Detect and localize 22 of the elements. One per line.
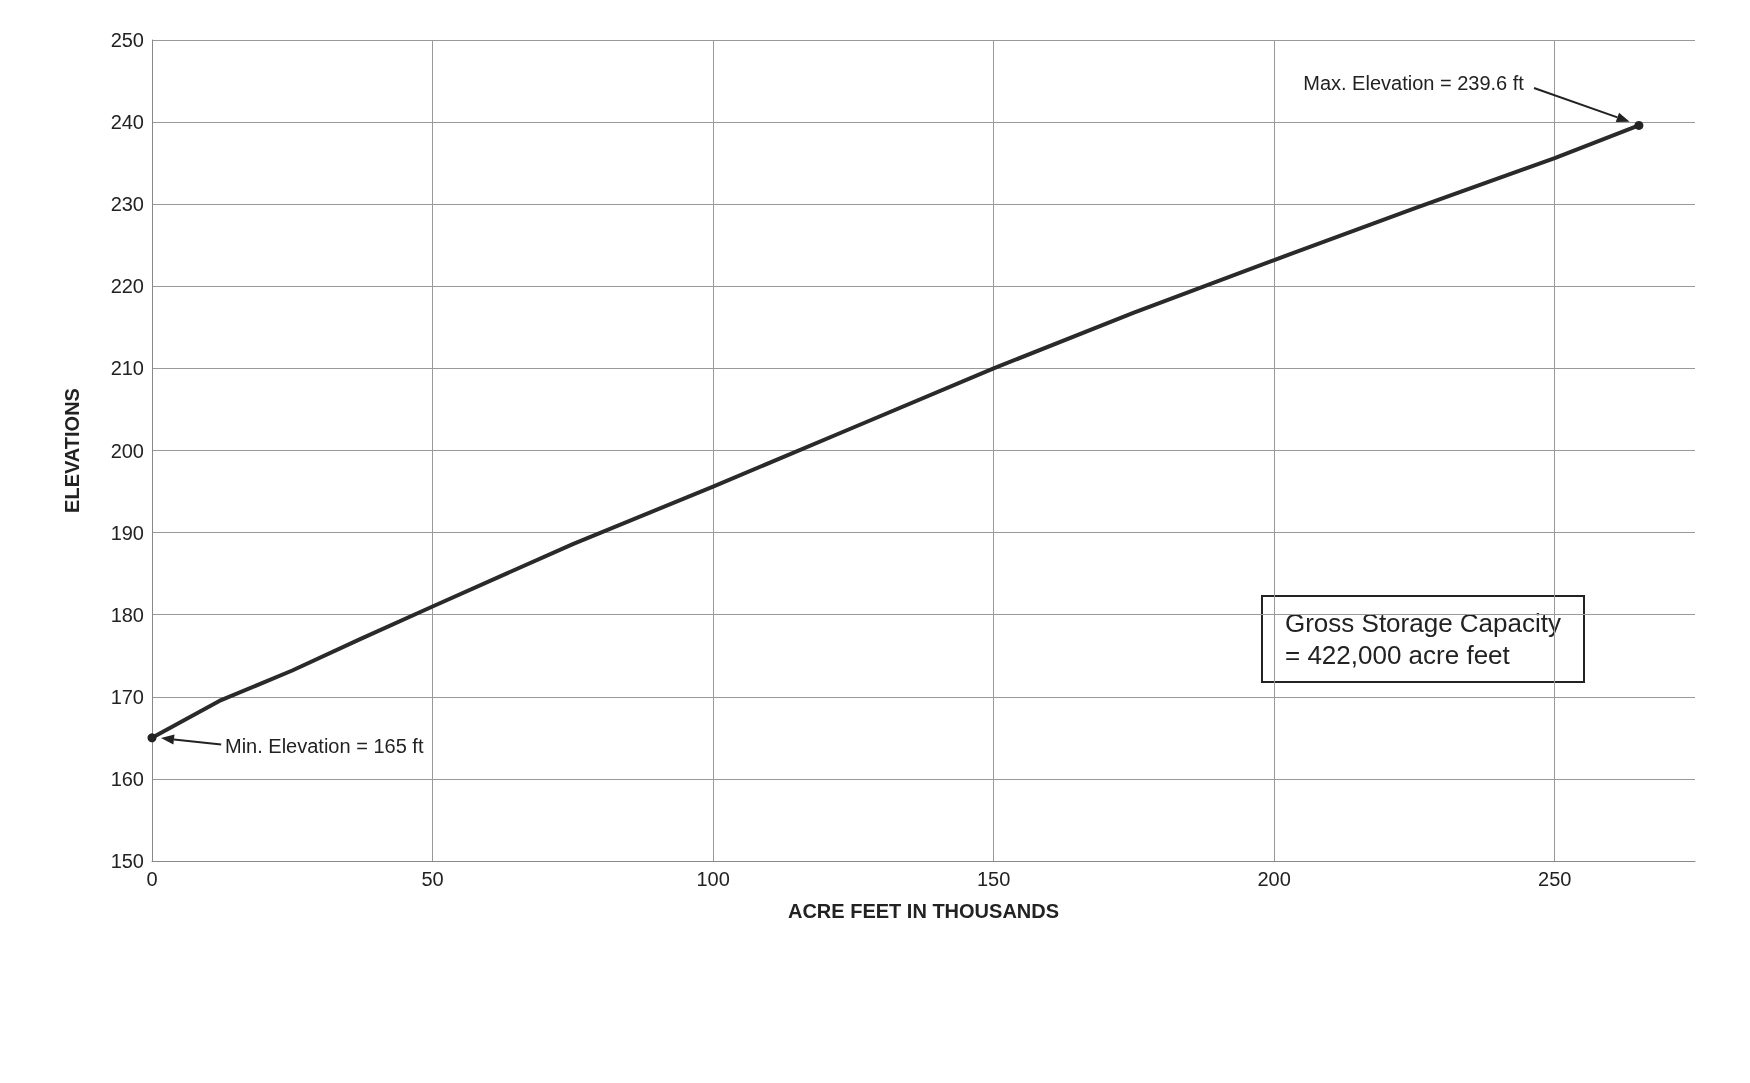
x-tick-label: 100 bbox=[696, 868, 730, 890]
x-tick-label: 0 bbox=[146, 868, 158, 890]
y-tick-label: 240 bbox=[110, 111, 144, 134]
x-axis-title: ACRE FEET IN THOUSANDS bbox=[787, 900, 1060, 922]
y-tick-label: 230 bbox=[110, 193, 144, 216]
annotation: Max. Elevation = 239.6 ft bbox=[1303, 72, 1524, 96]
y-tick-label: 180 bbox=[110, 603, 144, 626]
y-tick-label: 200 bbox=[110, 439, 144, 462]
y-tick-label: 150 bbox=[110, 850, 144, 872]
y-axis-title: ELEVATIONS bbox=[61, 388, 83, 513]
y-tick-label: 250 bbox=[110, 29, 144, 51]
x-tick-label: 200 bbox=[1257, 868, 1291, 890]
annotation: Gross Storage Capacity = 422,000 acre feet bbox=[1284, 608, 1562, 670]
y-tick-label: 160 bbox=[110, 767, 144, 790]
x-tick-label: 150 bbox=[976, 868, 1011, 890]
y-tick-label: 210 bbox=[110, 357, 144, 380]
annotation: Min. Elevation = 165 ft bbox=[225, 734, 424, 758]
y-tick-label: 170 bbox=[110, 685, 144, 708]
y-tick-label: 220 bbox=[110, 275, 144, 298]
y-tick-label: 190 bbox=[110, 521, 144, 544]
x-tick-label: 50 bbox=[421, 868, 444, 890]
x-tick-label: 250 bbox=[1538, 868, 1572, 890]
